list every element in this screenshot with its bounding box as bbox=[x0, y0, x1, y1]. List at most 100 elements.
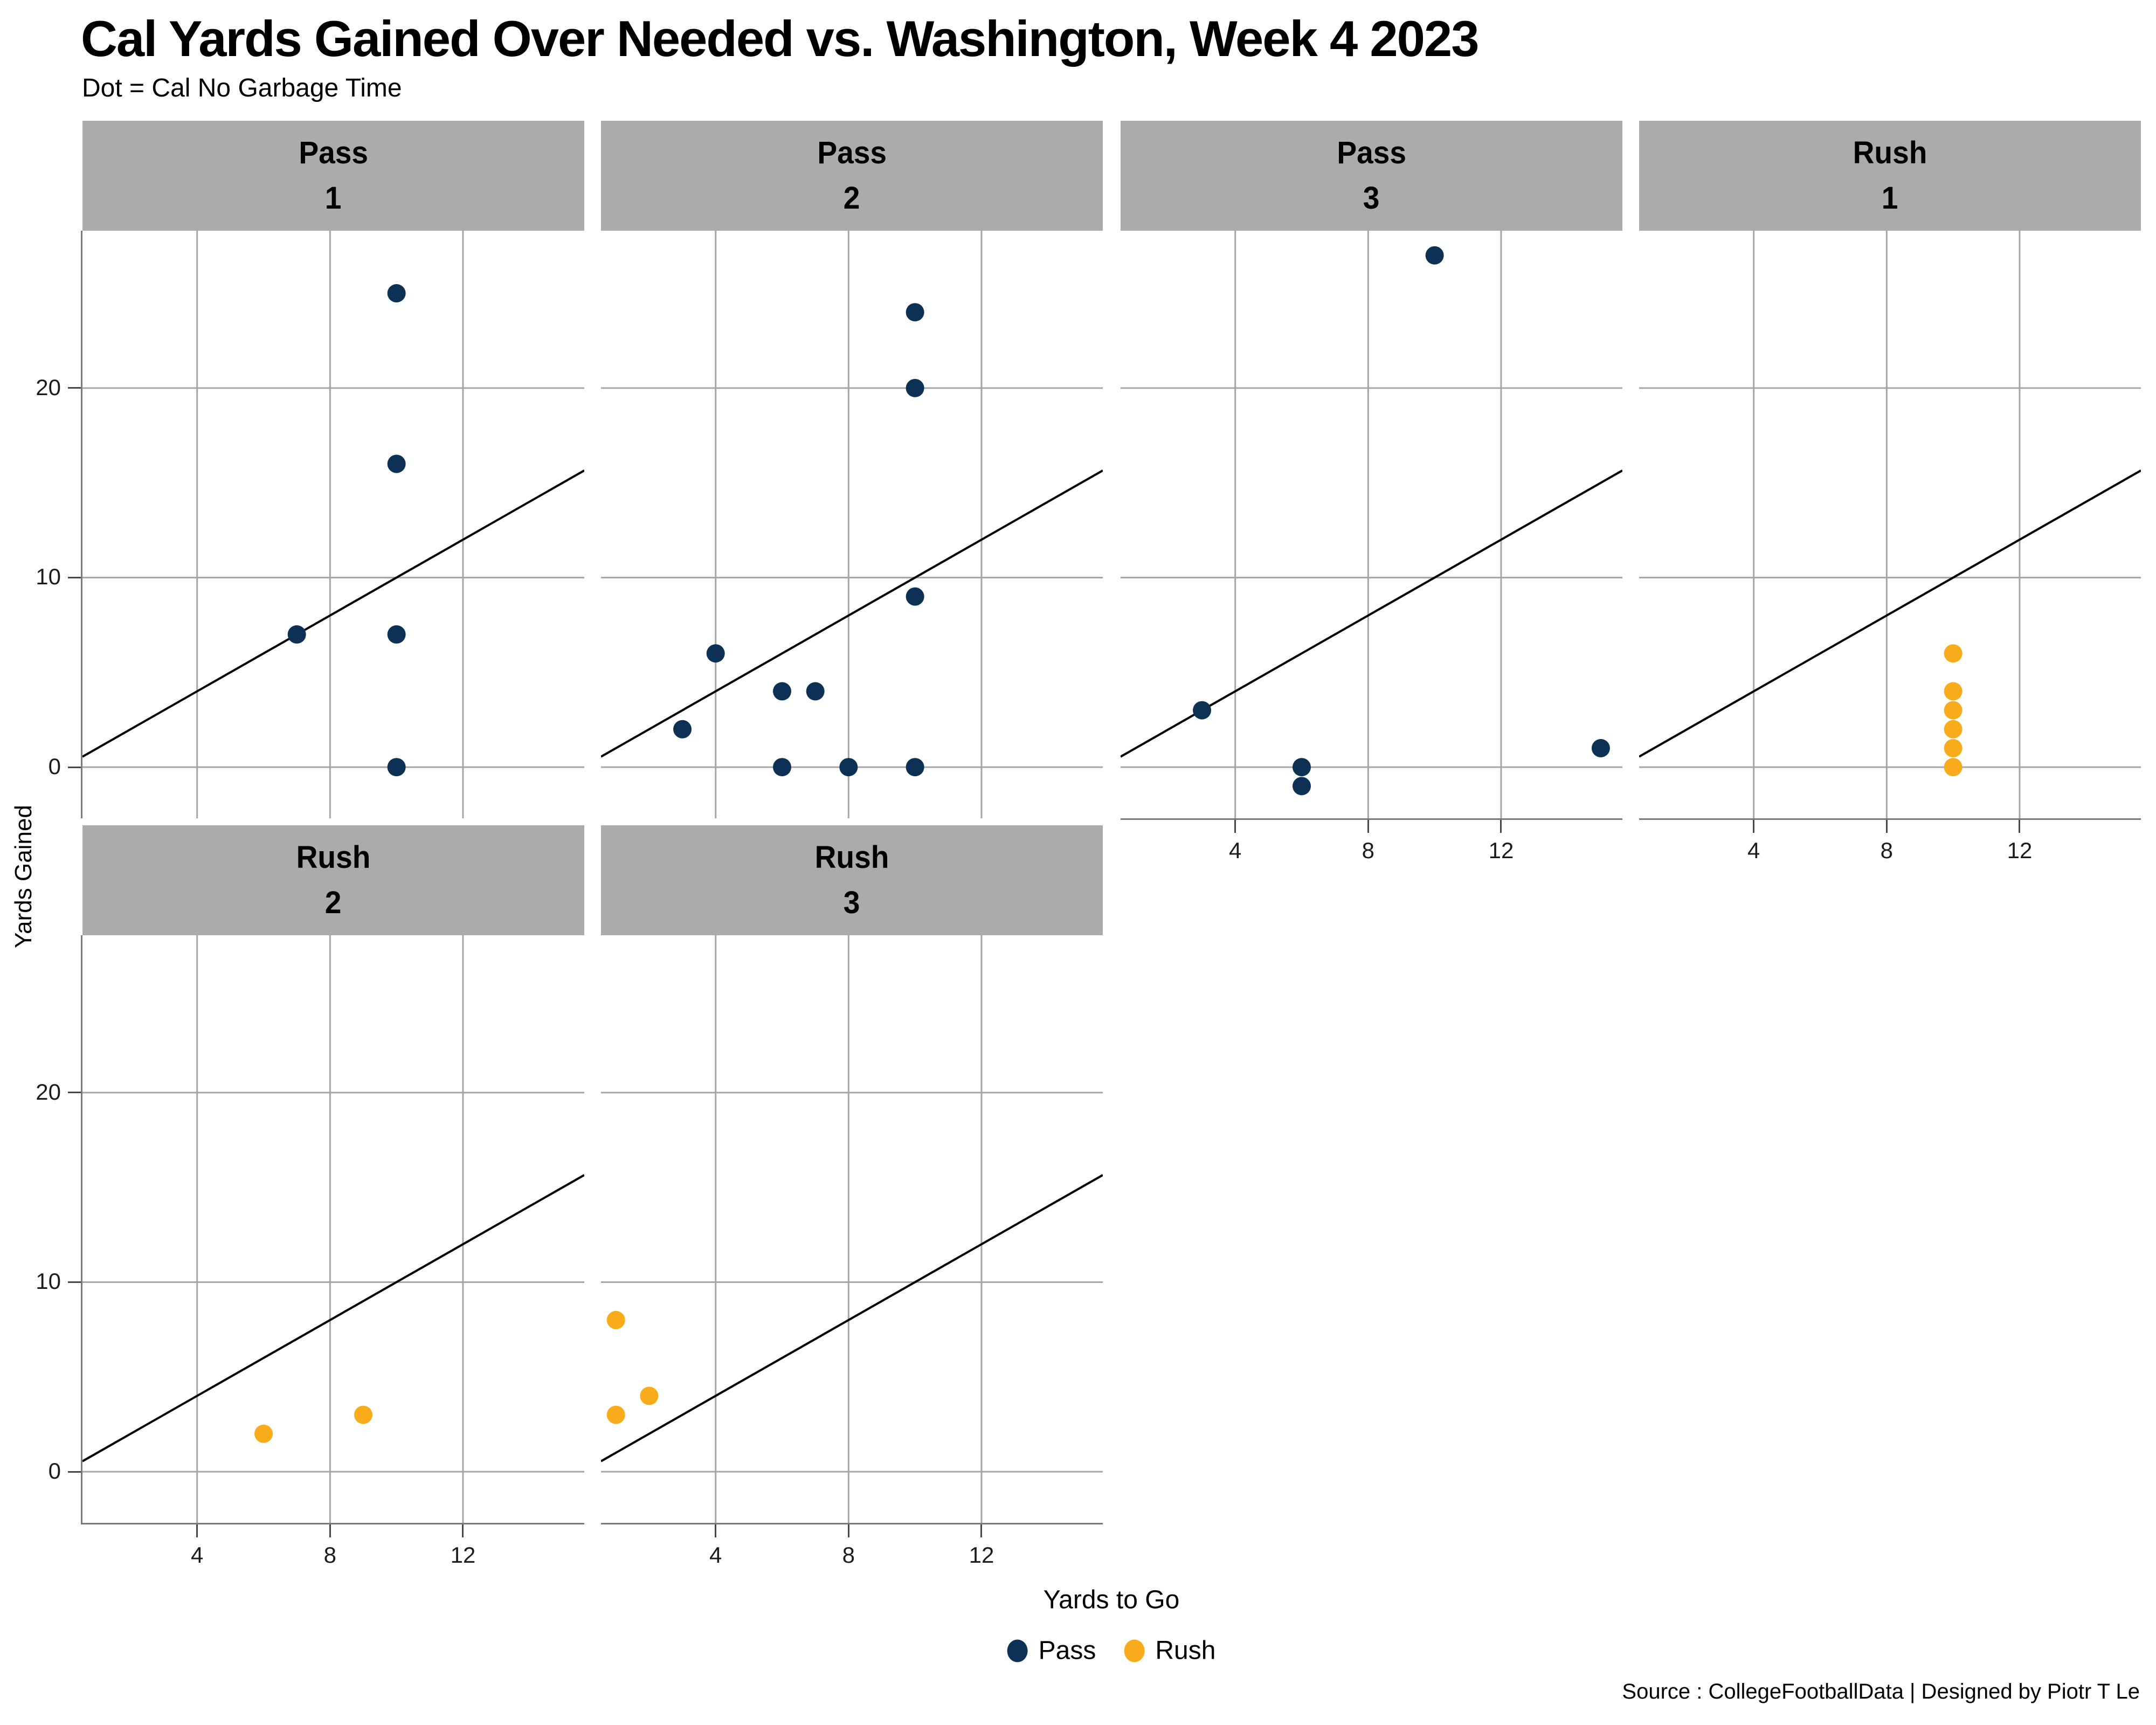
x-tick-8 bbox=[1367, 820, 1369, 833]
y-axis-line-pass-1 bbox=[81, 231, 82, 818]
x-tick-label-8: 8 bbox=[323, 1542, 336, 1568]
x-axis-line-pass-3 bbox=[1121, 818, 1622, 820]
reference-line-y-equals-x bbox=[82, 470, 584, 758]
data-point-pass-2-x6-y0 bbox=[773, 758, 792, 777]
y-tick-10 bbox=[68, 1281, 81, 1283]
data-point-pass-2-x10-y9 bbox=[906, 587, 924, 606]
facet-down-label: 3 bbox=[844, 885, 860, 920]
data-point-pass-1-x7-y7 bbox=[287, 625, 306, 644]
facet-strip-rush-2: Rush 2 bbox=[82, 825, 584, 935]
facet-strip-pass-1: Pass 1 bbox=[82, 121, 584, 231]
data-point-rush-2-x6-y2 bbox=[254, 1424, 273, 1443]
x-tick-12 bbox=[462, 1524, 464, 1537]
x-tick-label-12: 12 bbox=[1488, 838, 1514, 863]
legend-dot-pass-icon bbox=[1007, 1639, 1028, 1662]
x-axis-line-rush-1 bbox=[1639, 818, 2141, 820]
data-point-rush-3-x2-y4 bbox=[640, 1386, 659, 1405]
facet-strip-pass-3: Pass 3 bbox=[1121, 121, 1622, 231]
x-axis-title: Yards to Go bbox=[1043, 1585, 1180, 1614]
panel-rush-1 bbox=[1639, 231, 2141, 818]
y-tick-0 bbox=[68, 766, 81, 768]
chart-subtitle: Dot = Cal No Garbage Time bbox=[82, 74, 402, 102]
x-tick-12 bbox=[1500, 820, 1502, 833]
data-point-pass-3-x6-y-1 bbox=[1293, 777, 1311, 796]
data-point-pass-2-x3-y2 bbox=[673, 720, 692, 739]
facet-category-label: Rush bbox=[814, 840, 889, 875]
y-tick-20 bbox=[68, 387, 81, 389]
y-tick-label-20: 20 bbox=[36, 374, 61, 400]
data-point-pass-3-x10-y27 bbox=[1425, 246, 1444, 265]
x-tick-label-12: 12 bbox=[450, 1542, 476, 1568]
x-tick-label-4: 4 bbox=[191, 1542, 204, 1568]
data-point-pass-2-x8-y0 bbox=[839, 758, 858, 777]
x-tick-label-12: 12 bbox=[2007, 838, 2033, 863]
facet-category-label: Rush bbox=[296, 840, 371, 875]
x-tick-label-4: 4 bbox=[709, 1542, 722, 1568]
facet-category-label: Pass bbox=[1337, 135, 1406, 171]
y-axis-line-rush-2 bbox=[81, 935, 82, 1523]
y-tick-label-0: 0 bbox=[48, 754, 61, 779]
data-point-pass-3-x15-y1 bbox=[1591, 739, 1610, 757]
data-point-pass-1-x10-y16 bbox=[387, 454, 406, 473]
data-point-rush-1-x10-y0 bbox=[1944, 758, 1962, 777]
y-tick-20 bbox=[68, 1092, 81, 1094]
facet-strip-rush-1: Rush 1 bbox=[1639, 121, 2141, 231]
x-axis-line-rush-2 bbox=[81, 1523, 584, 1524]
y-tick-0 bbox=[68, 1471, 81, 1473]
facet-down-label: 1 bbox=[1882, 180, 1898, 216]
data-point-rush-3-x1-y3 bbox=[606, 1405, 625, 1424]
data-point-rush-1-x10-y2 bbox=[1944, 720, 1962, 739]
x-tick-12 bbox=[2019, 820, 2021, 833]
data-point-pass-2-x7-y4 bbox=[806, 682, 825, 701]
data-point-pass-2-x10-y24 bbox=[906, 303, 924, 322]
x-tick-8 bbox=[329, 1524, 331, 1537]
data-point-pass-2-x4-y6 bbox=[706, 644, 725, 663]
data-point-rush-1-x10-y3 bbox=[1944, 701, 1962, 720]
reference-line-y-equals-x bbox=[601, 1174, 1103, 1462]
panel-pass-1 bbox=[82, 231, 584, 818]
data-point-rush-2-x9-y3 bbox=[354, 1405, 372, 1424]
y-axis-title: Yards Gained bbox=[10, 805, 37, 948]
legend: Pass Rush bbox=[1007, 1636, 1215, 1666]
panel-pass-3 bbox=[1121, 231, 1622, 818]
source-caption: Source : CollegeFootballData | Designed … bbox=[1622, 1680, 2140, 1703]
data-point-pass-1-x10-y7 bbox=[387, 625, 406, 644]
x-tick-8 bbox=[1885, 820, 1888, 833]
x-tick-4 bbox=[715, 1524, 717, 1537]
legend-label-rush: Rush bbox=[1155, 1636, 1216, 1665]
reference-line-y-equals-x bbox=[82, 1174, 584, 1462]
data-point-pass-3-x6-y0 bbox=[1293, 758, 1311, 777]
y-tick-label-0: 0 bbox=[48, 1458, 61, 1484]
facet-category-label: Pass bbox=[299, 135, 368, 171]
x-tick-label-8: 8 bbox=[842, 1542, 855, 1568]
facet-category-label: Rush bbox=[1853, 135, 1927, 171]
panel-rush-3 bbox=[601, 935, 1103, 1523]
data-point-rush-1-x10-y1 bbox=[1944, 739, 1962, 757]
facet-down-label: 3 bbox=[1363, 180, 1380, 216]
legend-item-rush: Rush bbox=[1124, 1636, 1215, 1666]
legend-item-pass: Pass bbox=[1007, 1636, 1096, 1666]
facet-category-label: Pass bbox=[817, 135, 887, 171]
data-point-rush-1-x10-y4 bbox=[1944, 682, 1962, 701]
x-tick-label-4: 4 bbox=[1747, 838, 1760, 863]
y-tick-10 bbox=[68, 576, 81, 578]
panel-pass-2 bbox=[601, 231, 1103, 818]
data-point-rush-1-x10-y6 bbox=[1944, 644, 1962, 663]
y-tick-label-20: 20 bbox=[36, 1079, 61, 1105]
data-point-pass-1-x10-y25 bbox=[387, 284, 406, 303]
facet-down-label: 2 bbox=[325, 885, 342, 920]
facet-strip-rush-3: Rush 3 bbox=[601, 825, 1103, 935]
data-point-pass-2-x6-y4 bbox=[773, 682, 792, 701]
data-point-pass-2-x10-y0 bbox=[906, 758, 924, 777]
data-point-pass-3-x3-y3 bbox=[1193, 701, 1212, 720]
legend-dot-rush-icon bbox=[1124, 1639, 1145, 1662]
facet-strip-pass-2: Pass 2 bbox=[601, 121, 1103, 231]
data-point-pass-1-x10-y0 bbox=[387, 758, 406, 777]
reference-line-y-equals-x bbox=[1639, 470, 2141, 758]
facet-down-label: 2 bbox=[844, 180, 860, 216]
chart-title: Cal Yards Gained Over Needed vs. Washing… bbox=[81, 10, 1479, 67]
x-tick-4 bbox=[1753, 820, 1755, 833]
x-tick-label-8: 8 bbox=[1880, 838, 1893, 863]
x-tick-8 bbox=[847, 1524, 849, 1537]
